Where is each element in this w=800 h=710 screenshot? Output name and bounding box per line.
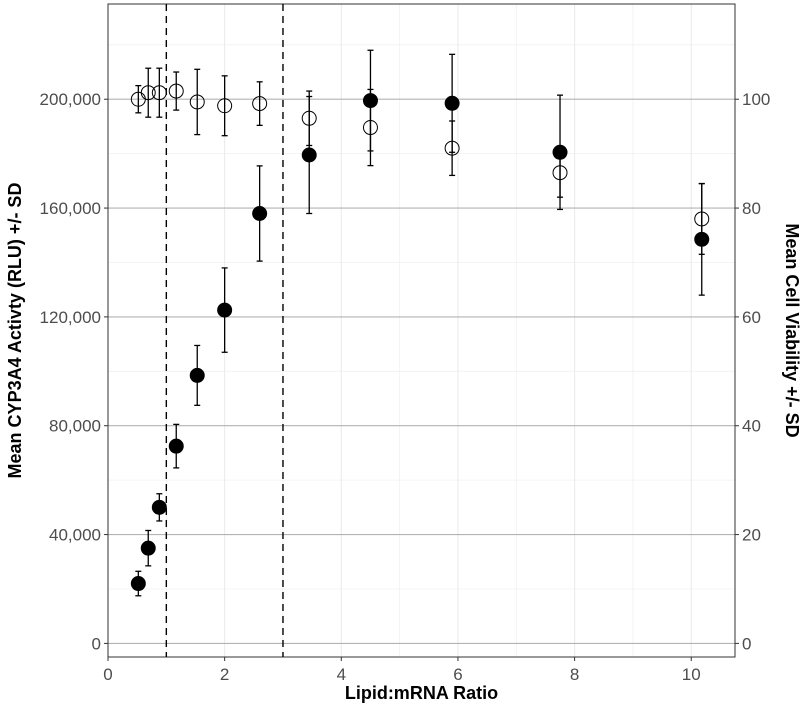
y-left-tick-label: 160,000 bbox=[40, 199, 101, 218]
x-axis-title: Lipid:mRNA Ratio bbox=[345, 683, 498, 703]
x-tick-label: 0 bbox=[103, 665, 112, 684]
viability-point bbox=[217, 98, 233, 114]
error-bar bbox=[256, 81, 263, 126]
activity-point bbox=[444, 95, 460, 111]
activity-point bbox=[140, 540, 156, 556]
viability-point bbox=[694, 211, 710, 227]
viability-point bbox=[552, 165, 568, 181]
y-left-tick-label: 80,000 bbox=[49, 417, 101, 436]
error-bars bbox=[135, 49, 705, 597]
activity-point bbox=[362, 93, 378, 109]
y-right-tick-label: 0 bbox=[742, 634, 751, 653]
error-bar bbox=[135, 84, 142, 114]
axis-ticks: 0 2 4 6 8 10040,00080,000120,000160,000200,00… bbox=[40, 90, 771, 684]
activity-point bbox=[151, 499, 167, 515]
activity-point bbox=[130, 576, 146, 592]
y-right-tick-label: 100 bbox=[742, 90, 770, 109]
activity-point bbox=[301, 147, 317, 163]
y-left-tick-label: 40,000 bbox=[49, 526, 101, 545]
y-right-tick-label: 80 bbox=[742, 199, 761, 218]
activity-point bbox=[189, 367, 205, 383]
data-points bbox=[130, 83, 710, 592]
y-left-tick-label: 0 bbox=[92, 634, 101, 653]
error-bar bbox=[194, 68, 201, 136]
x-tick-label: 6 bbox=[453, 665, 462, 684]
x-tick-label: 10 bbox=[682, 665, 701, 684]
viability-point bbox=[168, 83, 184, 99]
reference-lines bbox=[165, 4, 284, 657]
x-tick-label: 4 bbox=[337, 665, 346, 684]
x-tick-label: 2 bbox=[220, 665, 229, 684]
viability-point bbox=[140, 85, 156, 101]
activity-point bbox=[168, 438, 184, 454]
viability-point bbox=[189, 94, 205, 110]
activity-point bbox=[552, 144, 568, 160]
y-left-tick-label: 200,000 bbox=[40, 90, 101, 109]
activity-point bbox=[694, 231, 710, 247]
y-left-axis-title: Mean CYP3A4 Activty (RLU) +/- SD bbox=[5, 183, 25, 479]
viability-point bbox=[362, 120, 378, 136]
error-bar bbox=[173, 71, 180, 111]
error-bar bbox=[156, 67, 163, 118]
viability-point bbox=[301, 110, 317, 126]
x-tick-label: 8 bbox=[570, 665, 579, 684]
viability-point bbox=[151, 85, 167, 101]
y-right-axis-title: Mean Cell Viability +/- SD bbox=[782, 223, 800, 437]
y-right-tick-label: 60 bbox=[742, 308, 761, 327]
y-right-tick-label: 40 bbox=[742, 417, 761, 436]
error-bar bbox=[221, 75, 228, 137]
y-right-tick-label: 20 bbox=[742, 526, 761, 545]
y-left-tick-label: 120,000 bbox=[40, 308, 101, 327]
panel-border bbox=[107, 3, 736, 658]
activity-point bbox=[252, 206, 268, 222]
activity-point bbox=[217, 302, 233, 318]
viability-point bbox=[444, 140, 460, 156]
error-bar bbox=[145, 67, 152, 118]
viability-point bbox=[252, 96, 268, 112]
error-bar bbox=[449, 120, 456, 177]
error-bar bbox=[306, 90, 313, 147]
